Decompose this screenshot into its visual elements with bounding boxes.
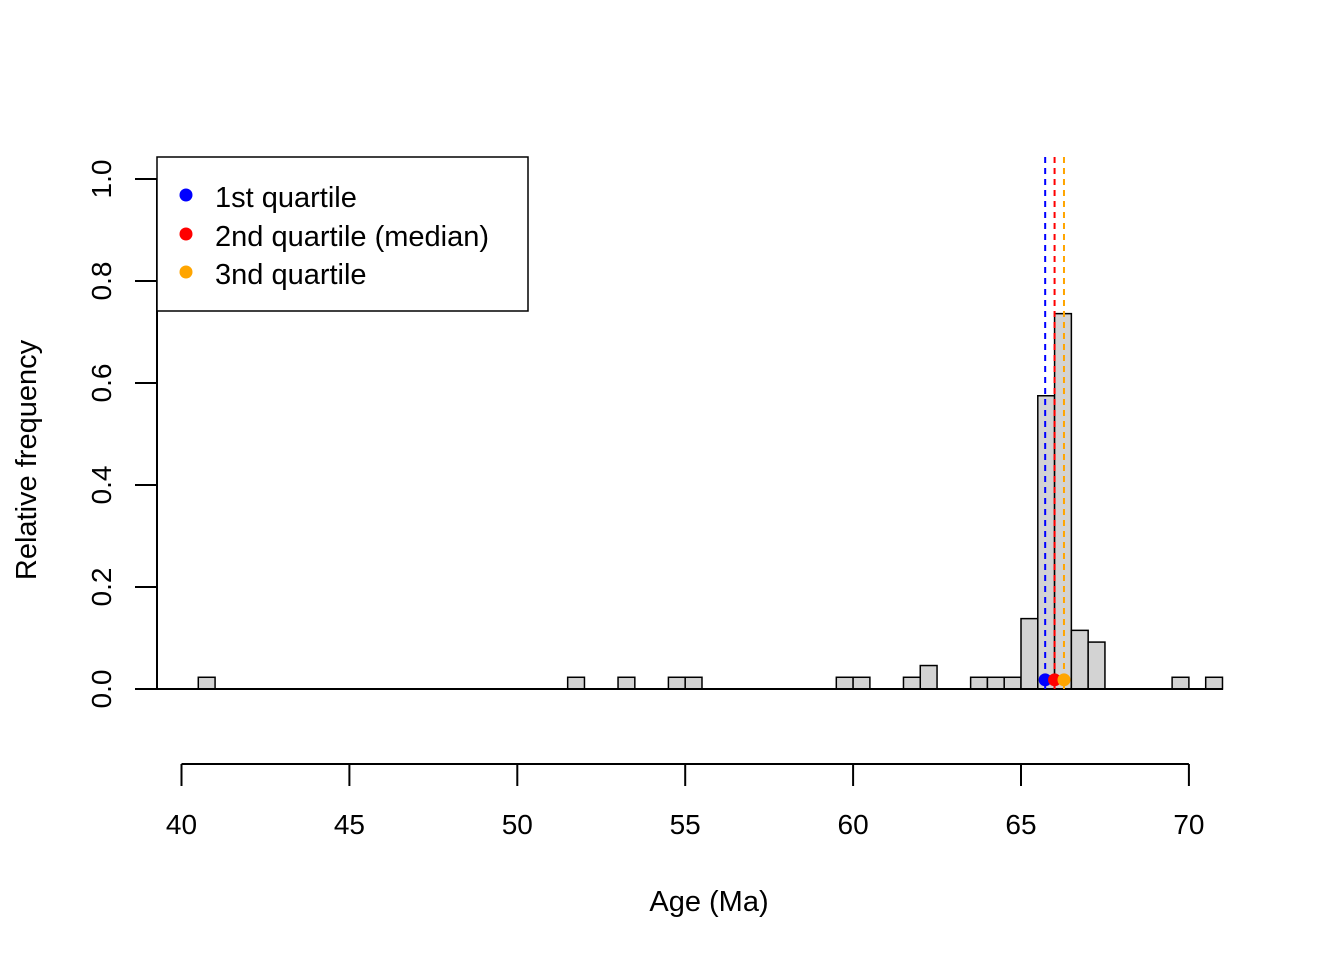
histogram-bar-14 [1053,312,1073,690]
legend-box [156,156,529,312]
quartile-lines [1044,157,1065,689]
legend-label-q2: 2nd quartile (median) [215,221,489,253]
x-tick-label-55: 55 [670,809,701,840]
y-tick-label-0.0: 0.0 [86,670,117,709]
histogram-bar-16 [1087,641,1106,690]
histogram-bar-9 [969,676,989,690]
x-tick-label-40: 40 [166,809,197,840]
histogram-bar-3 [667,676,686,690]
x-tick-label-70: 70 [1173,809,1204,840]
x-axis: 40 45 50 55 60 65 70 [166,763,1204,840]
legend-label-q1: 1st quartile [215,182,357,214]
histogram-bar-4 [684,676,703,690]
y-tick-label-0.8: 0.8 [86,262,117,301]
y-axis: 0.0 0.2 0.4 0.6 0.8 1.0 [86,160,158,709]
histogram-bar-18 [1204,676,1224,690]
y-tick-label-1.0: 1.0 [86,160,117,199]
y-tick-label-0.4: 0.4 [86,466,117,505]
y-axis-title: Relative frequency [11,339,43,580]
quartile-point-2 [1048,673,1062,687]
histogram-bar-12 [1020,617,1039,690]
legend: 1st quartile 2nd quartile (median) 3nd q… [156,156,529,312]
histogram-bar-5 [835,676,854,690]
x-tick-label-60: 60 [838,809,869,840]
legend-marker-q2 [179,227,193,241]
histogram-bar-13 [1037,395,1056,690]
histogram-bar-6 [852,676,871,690]
histogram-bar-2 [617,676,636,690]
y-tick-label-0.6: 0.6 [86,364,117,403]
quartile-point-3 [1057,673,1071,687]
x-axis-title: Age (Ma) [649,886,768,918]
histogram-bar-11 [1003,676,1022,690]
histogram-bar-8 [919,664,938,690]
histogram-bar-0 [197,676,216,690]
histogram-bar-7 [902,676,922,690]
histogram-bars [197,312,1224,690]
x-tick-label-50: 50 [502,809,533,840]
quartile-points [1038,673,1071,687]
histogram-bar-10 [986,676,1005,690]
x-tick-label-65: 65 [1005,809,1036,840]
legend-label-q3: 3nd quartile [215,259,367,291]
quartile-point-1 [1038,673,1052,687]
legend-marker-q1 [179,188,193,202]
histogram-bar-15 [1070,629,1089,690]
x-tick-label-45: 45 [334,809,365,840]
y-tick-label-0.2: 0.2 [86,568,117,607]
histogram-bar-1 [566,676,586,690]
histogram-bar-17 [1171,676,1190,690]
legend-marker-q3 [179,265,193,279]
